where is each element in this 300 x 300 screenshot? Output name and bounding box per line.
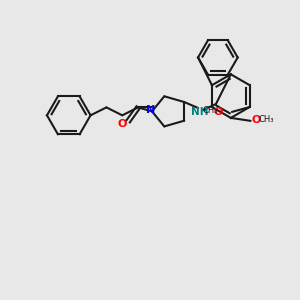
- Text: CH₃: CH₃: [202, 106, 218, 116]
- Text: N: N: [146, 105, 156, 116]
- Text: O: O: [252, 115, 261, 125]
- Text: O: O: [118, 119, 127, 129]
- Text: CH₃: CH₃: [259, 116, 274, 124]
- Text: O: O: [213, 107, 223, 117]
- Text: NH: NH: [191, 107, 209, 117]
